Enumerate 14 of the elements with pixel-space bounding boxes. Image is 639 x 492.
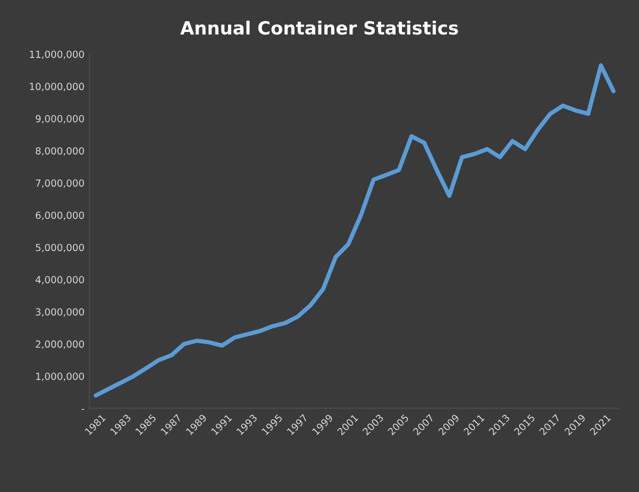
y-tick-label: 8,000,000 xyxy=(36,147,84,156)
y-tick-label: 1,000,000 xyxy=(36,372,84,381)
y-tick-label: 3,000,000 xyxy=(36,308,84,317)
y-tick-label: 11,000,000 xyxy=(30,50,84,59)
y-tick-label: 9,000,000 xyxy=(36,115,84,124)
y-tick-label: 7,000,000 xyxy=(36,179,84,188)
y-tick-label: 6,000,000 xyxy=(36,212,84,220)
y-tick-label: 4,000,000 xyxy=(36,276,84,284)
y-tick-label: 10,000,000 xyxy=(30,82,84,92)
y-tick-label: 2,000,000 xyxy=(36,340,84,349)
y-tick-label: - xyxy=(82,409,84,410)
chart-title: Annual Container Statistics xyxy=(180,20,458,35)
y-tick-label: 5,000,000 xyxy=(36,244,84,252)
line-series xyxy=(94,63,616,398)
